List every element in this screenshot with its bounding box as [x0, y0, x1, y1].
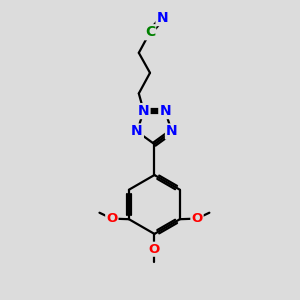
- Text: C: C: [145, 25, 155, 39]
- Text: N: N: [138, 104, 149, 118]
- Text: N: N: [157, 11, 168, 25]
- Text: N: N: [131, 124, 143, 139]
- Text: O: O: [149, 243, 160, 256]
- Text: O: O: [191, 212, 203, 225]
- Text: N: N: [166, 124, 178, 139]
- Text: N: N: [159, 104, 171, 118]
- Text: O: O: [106, 212, 118, 225]
